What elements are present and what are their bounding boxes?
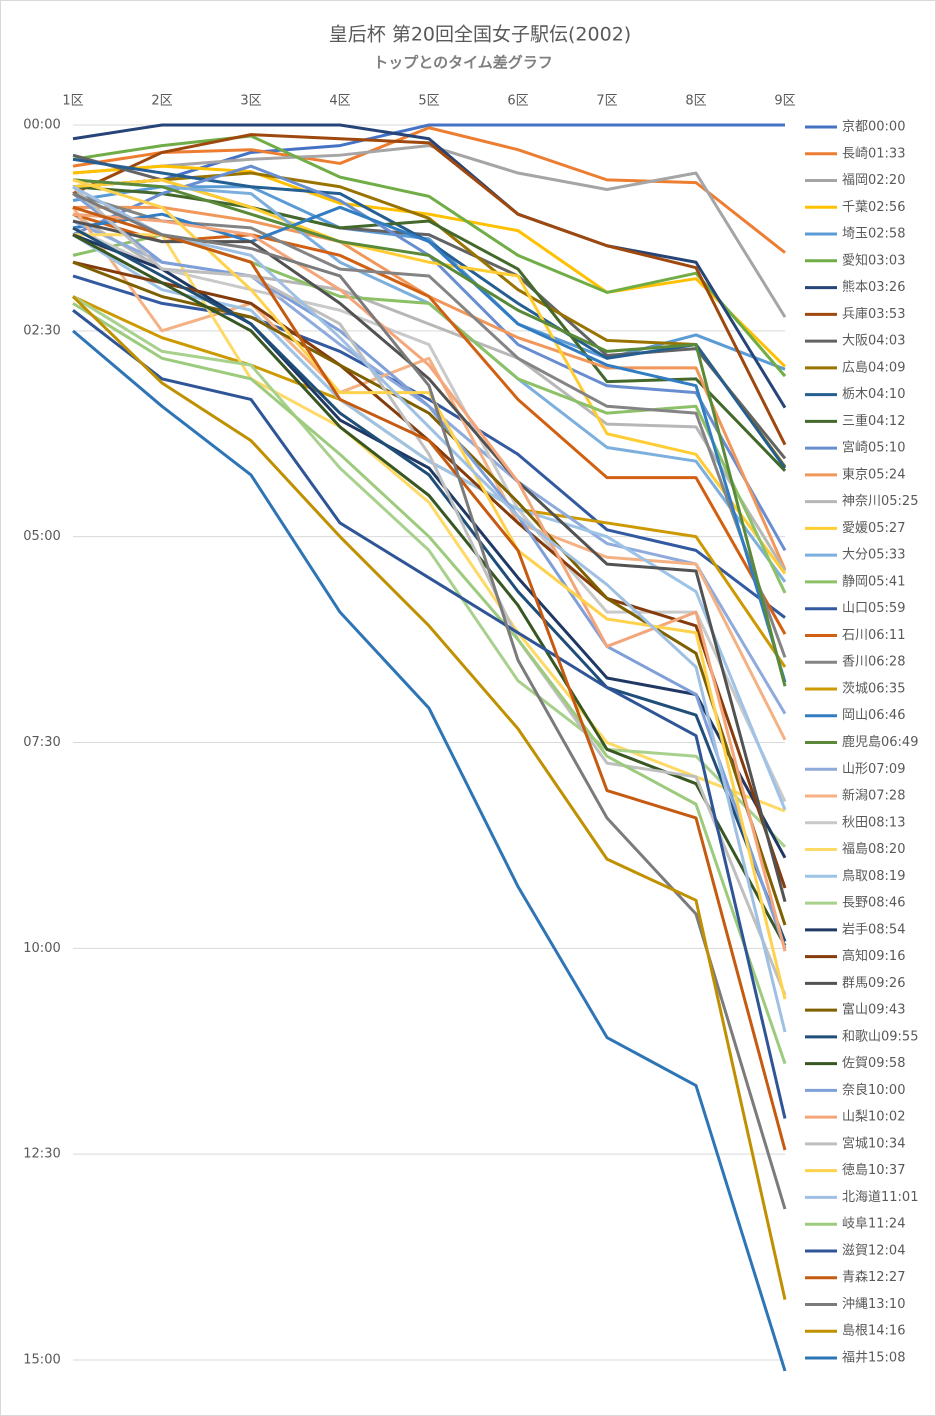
series-line xyxy=(72,309,787,1119)
legend-label: 広島04:09 xyxy=(842,360,905,375)
legend-label: 熊本03:26 xyxy=(842,279,905,295)
legend-label: 長野08:46 xyxy=(842,896,905,911)
series-line xyxy=(72,144,787,318)
legend-label: 岡山06:46 xyxy=(842,708,905,723)
series-line xyxy=(72,233,787,811)
series-line xyxy=(72,178,787,687)
legend-label: 宮崎05:10 xyxy=(842,440,905,456)
y-tick-label: 12:30 xyxy=(23,1147,60,1162)
x-tick-label: 4区 xyxy=(329,94,350,109)
legend-label: 沖縄13:10 xyxy=(842,1297,905,1312)
legend-label: 高知09:16 xyxy=(842,948,905,964)
legend-label: 北海道11:01 xyxy=(842,1190,918,1205)
x-tick-label: 9区 xyxy=(774,94,795,109)
legend-label: 山形07:09 xyxy=(842,762,905,777)
legend-label: 三重04:12 xyxy=(842,413,905,429)
legend-label: 山口05:59 xyxy=(842,601,905,616)
chart-title: 皇后杯 第20回全国女子駅伝(2002) xyxy=(329,24,631,46)
legend-label: 大阪04:03 xyxy=(842,334,905,349)
legend-label: 群馬09:26 xyxy=(842,976,905,991)
series-line xyxy=(72,233,787,859)
x-tick-label: 6区 xyxy=(507,94,528,109)
legend-label: 岐阜11:24 xyxy=(842,1216,905,1232)
x-tick-label: 1区 xyxy=(62,94,83,109)
x-tick-label: 3区 xyxy=(240,94,261,109)
y-tick-label: 10:00 xyxy=(23,941,60,956)
series-line xyxy=(72,164,787,368)
legend-label: 岩手08:54 xyxy=(842,922,905,937)
series-line xyxy=(72,123,785,189)
legend-label: 埼玉02:58 xyxy=(842,227,905,242)
legend-label: 福井15:08 xyxy=(842,1351,905,1366)
y-tick-label: 00:00 xyxy=(23,118,60,133)
legend-label: 東京05:24 xyxy=(842,466,905,482)
y-tick-label: 05:00 xyxy=(23,529,60,544)
legend-label: 和歌山09:55 xyxy=(842,1029,918,1044)
legend-label: 京都00:00 xyxy=(842,120,905,135)
x-tick-label: 7区 xyxy=(596,94,617,109)
legend-label: 栃木04:10 xyxy=(842,387,905,402)
series-line xyxy=(72,126,786,254)
series-line xyxy=(72,226,787,943)
series-line xyxy=(72,192,787,949)
series-line xyxy=(72,134,787,378)
series-line xyxy=(72,302,787,1065)
legend-label: 滋賀12:04 xyxy=(842,1243,905,1258)
series-line xyxy=(71,295,787,1300)
legend-label: 新潟07:28 xyxy=(842,788,905,804)
legend-label: 長崎01:33 xyxy=(842,146,905,161)
legend-label: 鳥取08:19 xyxy=(842,869,905,884)
legend-label: 愛媛05:27 xyxy=(842,521,905,536)
series-line xyxy=(72,212,787,952)
chart-subtitle: トップとのタイム差グラフ xyxy=(373,54,553,72)
x-tick-label: 5区 xyxy=(418,94,439,109)
series-line xyxy=(72,192,787,1210)
legend-label: 秋田08:13 xyxy=(842,815,905,830)
legend-label: 静岡05:41 xyxy=(842,574,905,589)
series-line xyxy=(72,185,787,1033)
legend-label: 奈良10:00 xyxy=(842,1082,905,1098)
x-tick-label: 8区 xyxy=(685,94,706,109)
series-line xyxy=(72,205,787,1151)
legend-label: 徳島10:37 xyxy=(842,1163,905,1178)
legend-label: 兵庫03:53 xyxy=(842,307,905,322)
legend-label: 宮城10:34 xyxy=(842,1135,905,1151)
y-tick-label: 15:00 xyxy=(23,1353,60,1368)
series-line xyxy=(72,123,787,409)
legend-label: 茨城06:35 xyxy=(842,681,905,696)
legend-label: 福岡02:20 xyxy=(842,173,905,188)
series-line xyxy=(72,295,787,848)
series-line xyxy=(72,274,786,619)
legend-label: 愛知03:03 xyxy=(842,252,905,268)
legend-label: 山梨10:02 xyxy=(842,1110,905,1125)
legend-label: 富山09:43 xyxy=(842,1002,905,1018)
legend-label: 神奈川05:25 xyxy=(842,494,918,509)
series-line xyxy=(73,233,786,813)
legend-label: 香川06:28 xyxy=(842,655,905,670)
series-line xyxy=(71,185,787,996)
legend-label: 佐賀09:58 xyxy=(842,1056,905,1071)
legend-label: 福島08:20 xyxy=(842,842,905,857)
legend-label: 千葉02:56 xyxy=(842,200,905,215)
series-line xyxy=(71,206,787,741)
legend-label: 石川06:11 xyxy=(842,628,905,643)
y-tick-label: 07:30 xyxy=(23,735,60,750)
legend-label: 大分05:33 xyxy=(842,548,905,563)
legend-label: 島根14:16 xyxy=(842,1324,905,1339)
series-line xyxy=(72,329,787,1372)
series-line xyxy=(72,260,787,926)
legend-label: 青森12:27 xyxy=(842,1270,905,1285)
series-line xyxy=(72,178,787,1000)
series-line xyxy=(72,133,787,446)
series-line xyxy=(72,226,787,803)
x-tick-label: 2区 xyxy=(151,94,172,109)
series-line xyxy=(72,205,787,683)
legend-label: 鹿児島06:49 xyxy=(842,734,918,750)
y-tick-label: 02:30 xyxy=(23,323,60,338)
